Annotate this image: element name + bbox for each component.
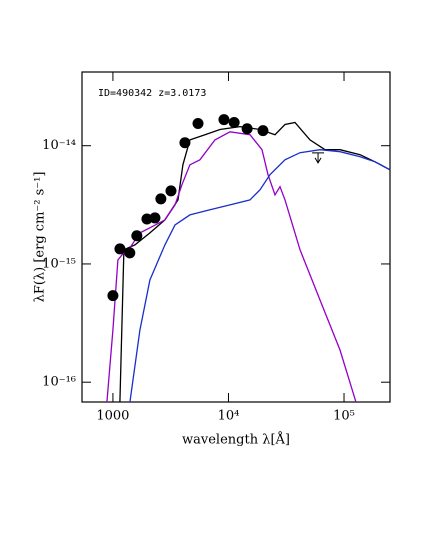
plot-frame xyxy=(81,71,391,403)
data-point xyxy=(155,193,167,205)
y-tick-label: 10⁻¹⁵ xyxy=(42,256,76,271)
x-tick-label: 10⁴ xyxy=(218,409,240,424)
data-point xyxy=(228,117,240,129)
x-tick-label: 10⁵ xyxy=(333,409,355,424)
y-tick-label: 10⁻¹⁶ xyxy=(42,375,76,390)
data-point xyxy=(141,213,153,225)
annotation: ID=490342 z=3.0173 xyxy=(98,88,206,99)
x-axis-label: wavelength λ[Å] xyxy=(182,432,290,448)
y-axis-label: λF(λ) [erg cm⁻² s⁻¹] xyxy=(33,172,48,303)
model-line xyxy=(119,121,390,402)
data-point xyxy=(124,247,136,259)
data-point xyxy=(131,230,143,242)
model-line xyxy=(106,131,357,402)
upper-limit xyxy=(312,152,325,164)
data-point xyxy=(165,185,177,197)
data-point xyxy=(149,212,161,224)
data-point xyxy=(257,125,269,137)
data-point xyxy=(218,114,230,126)
data-point xyxy=(179,137,191,149)
model-line xyxy=(129,149,390,402)
data-point xyxy=(241,123,253,135)
data-point xyxy=(192,118,204,130)
x-tick-label: 1000 xyxy=(96,409,129,424)
data-point xyxy=(114,243,126,255)
data-point xyxy=(107,290,119,302)
plot-area xyxy=(106,114,390,402)
y-tick-label: 10⁻¹⁴ xyxy=(42,138,76,153)
